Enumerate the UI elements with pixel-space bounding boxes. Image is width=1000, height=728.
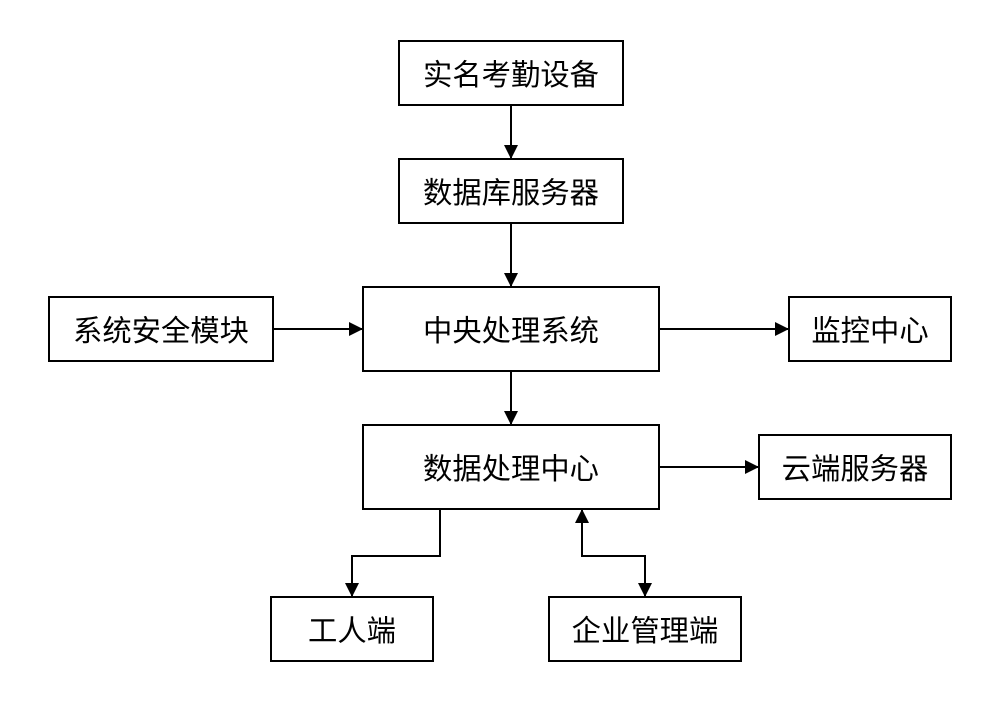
node-label: 云端服务器	[782, 446, 929, 488]
node-n_cpu: 中央处理系统	[362, 286, 660, 372]
node-label: 数据处理中心	[423, 446, 599, 488]
node-label: 中央处理系统	[423, 308, 599, 350]
node-label: 实名考勤设备	[423, 52, 599, 94]
node-n_worker: 工人端	[270, 596, 434, 662]
node-label: 工人端	[308, 608, 396, 650]
node-n_dbserver: 数据库服务器	[398, 158, 624, 224]
diagram-canvas: 实名考勤设备数据库服务器系统安全模块 中央处理系统 监控中心数据处理中心 云端服务器工…	[0, 0, 1000, 728]
node-label: 系统安全模块	[73, 308, 249, 350]
node-n_dataproc: 数据处理中心	[362, 424, 660, 510]
edge-n_dataproc-n_worker	[352, 510, 440, 596]
edge-n_dataproc-n_enterprise	[582, 510, 645, 596]
node-label: 企业管理端	[572, 608, 719, 650]
node-n_enterprise: 企业管理端	[548, 596, 742, 662]
node-n_monitor: 监控中心	[788, 296, 952, 362]
node-n_cloud: 云端服务器	[758, 434, 952, 500]
node-n_security: 系统安全模块	[48, 296, 274, 362]
node-label: 监控中心	[811, 308, 928, 350]
node-n_attendance: 实名考勤设备	[398, 40, 624, 106]
node-label: 数据库服务器	[423, 170, 599, 212]
